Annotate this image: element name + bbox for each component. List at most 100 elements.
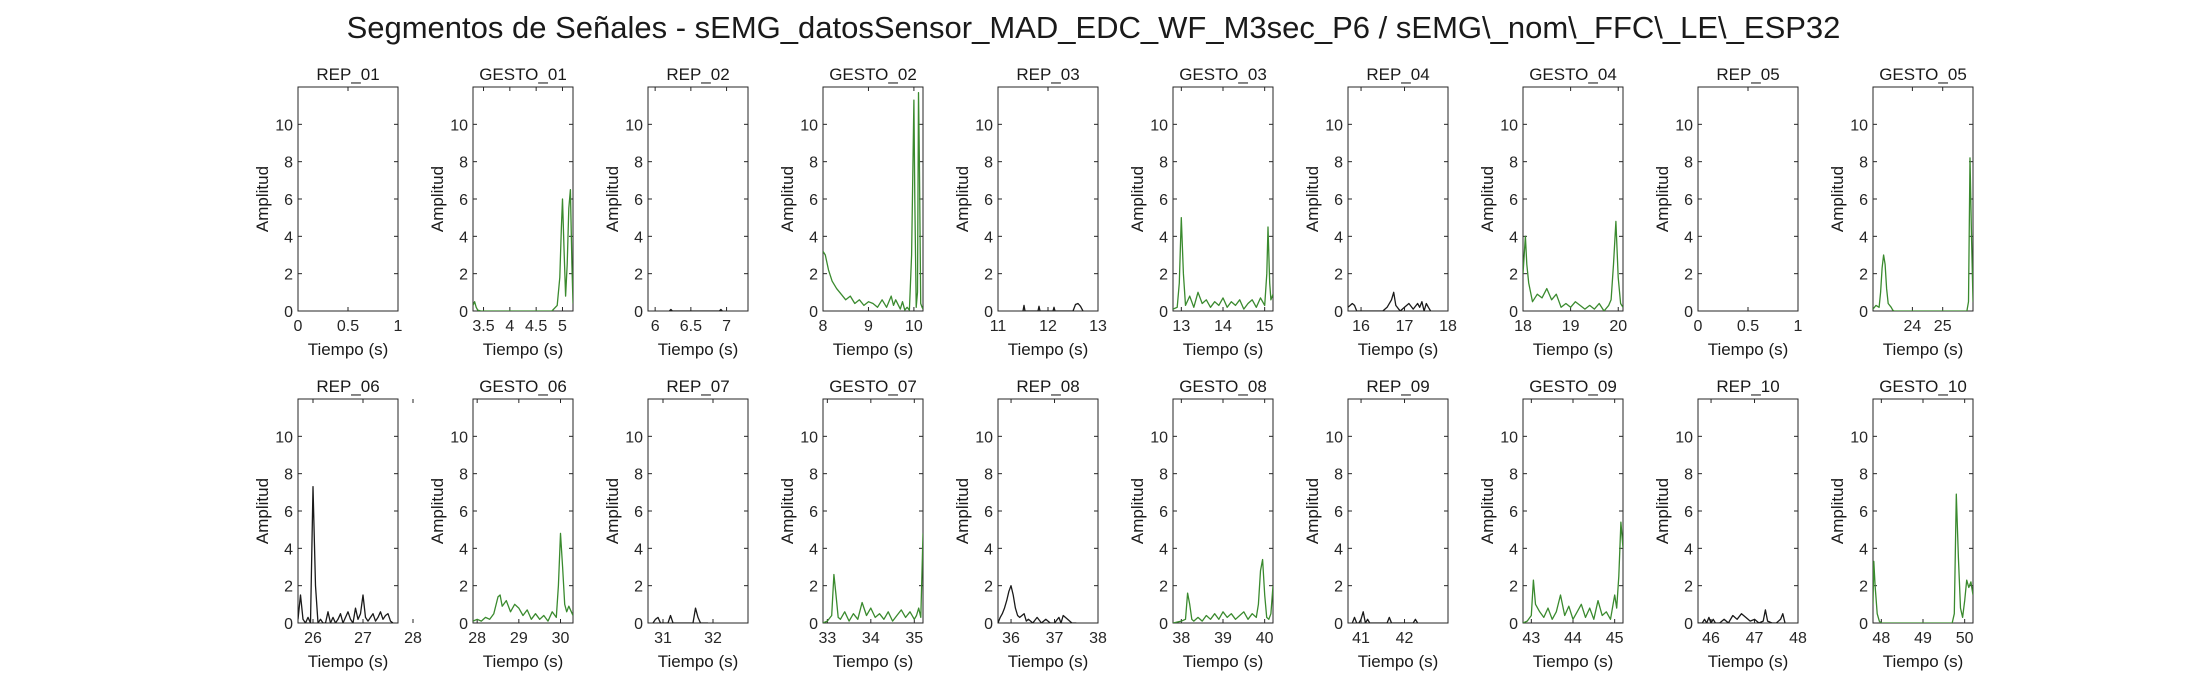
axes-box	[1697, 86, 1799, 312]
x-tick-label: 39	[1214, 630, 1232, 647]
y-tick-label: 6	[1859, 192, 1868, 209]
x-tick-label: 17	[1396, 318, 1414, 335]
y-tick-label: 4	[1684, 541, 1693, 558]
x-tick-label: 28	[468, 630, 486, 647]
x-axis-label: Tiempo (s)	[1708, 652, 1789, 671]
y-tick-label: 2	[809, 579, 818, 596]
x-tick-label: 1	[394, 318, 403, 335]
x-axis-label: Tiempo (s)	[1358, 652, 1439, 671]
y-tick-label: 0	[1159, 304, 1168, 321]
x-tick-label: 12	[1039, 318, 1057, 335]
y-tick-label: 4	[1159, 229, 1168, 246]
x-axis-label: Tiempo (s)	[308, 652, 389, 671]
y-tick-label: 2	[809, 267, 818, 284]
y-tick-label: 2	[634, 579, 643, 596]
y-tick-label: 0	[1859, 616, 1868, 633]
y-tick-label: 2	[1159, 267, 1168, 284]
y-tick-label: 4	[284, 541, 293, 558]
y-tick-label: 8	[1159, 155, 1168, 172]
y-tick-label: 4	[1509, 541, 1518, 558]
x-tick-label: 38	[1172, 630, 1190, 647]
signal-line	[998, 585, 1077, 623]
x-tick-label: 15	[1256, 318, 1274, 335]
signal-line	[1022, 302, 1084, 311]
x-tick-label: 18	[1439, 318, 1457, 335]
y-tick-label: 4	[984, 229, 993, 246]
y-axis-label: Amplitud	[953, 166, 972, 232]
y-tick-label: 4	[459, 541, 468, 558]
y-tick-label: 0	[634, 304, 643, 321]
axes-box	[997, 398, 1099, 624]
y-tick-label: 2	[1509, 579, 1518, 596]
subplot-title: GESTO_08	[1179, 377, 1267, 396]
y-tick-label: 10	[275, 117, 293, 134]
y-tick-label: 4	[284, 229, 293, 246]
subplot-title: REP_05	[1716, 65, 1779, 84]
y-tick-label: 4	[1334, 541, 1343, 558]
signal-line	[1698, 609, 1786, 623]
x-axis-label: Tiempo (s)	[483, 652, 564, 671]
x-tick-label: 47	[1746, 630, 1764, 647]
subplot-rep-06: 0 2 4 6 8 10 26 27 28 REP_06 Tiempo (s) Amplitud	[253, 377, 422, 671]
y-tick-label: 2	[984, 267, 993, 284]
x-axis-label: Tiempo (s)	[1883, 652, 1964, 671]
x-tick-label: 42	[1396, 630, 1414, 647]
subplot-title: GESTO_06	[479, 377, 567, 396]
x-tick-label: 6.5	[680, 318, 702, 335]
subplot-title: GESTO_01	[479, 65, 567, 84]
x-tick-label: 48	[1789, 630, 1807, 647]
y-tick-label: 2	[1334, 579, 1343, 596]
x-tick-label: 10	[905, 318, 923, 335]
x-tick-label: 18	[1514, 318, 1532, 335]
x-tick-label: 38	[1089, 630, 1107, 647]
subplot-title: GESTO_10	[1879, 377, 1967, 396]
x-tick-label: 11	[990, 318, 1007, 335]
subplot-gesto-04: 0 2 4 6 8 10 18 19 20 GESTO_04 Tiempo (s) Amplitud	[1478, 65, 1627, 359]
y-axis-label: Amplitud	[1303, 166, 1322, 232]
x-axis-label: Tiempo (s)	[1008, 652, 1089, 671]
signal-line	[668, 308, 723, 311]
y-tick-label: 0	[284, 304, 293, 321]
x-axis-label: Tiempo (s)	[1708, 340, 1789, 359]
x-tick-label: 16	[1352, 318, 1370, 335]
y-tick-label: 2	[1509, 267, 1518, 284]
x-tick-label: 36	[1002, 630, 1020, 647]
x-axis-label: Tiempo (s)	[1183, 340, 1264, 359]
y-tick-label: 10	[450, 429, 468, 446]
x-tick-label: 3.5	[472, 318, 494, 335]
y-axis-label: Amplitud	[603, 478, 622, 544]
x-tick-label: 48	[1872, 630, 1890, 647]
x-tick-label: 27	[354, 630, 372, 647]
x-tick-label: 50	[1956, 630, 1974, 647]
x-tick-label: 9	[864, 318, 873, 335]
y-tick-label: 0	[1159, 616, 1168, 633]
axes-box	[1347, 86, 1449, 312]
y-tick-label: 2	[459, 267, 468, 284]
y-tick-label: 6	[1334, 192, 1343, 209]
y-tick-label: 2	[284, 267, 293, 284]
y-tick-label: 6	[1509, 192, 1518, 209]
y-tick-label: 8	[459, 155, 468, 172]
x-tick-label: 41	[1352, 630, 1370, 647]
subplot-rep-09: 0 2 4 6 8 10 41 42 REP_09 Tiempo (s) Amplitud	[1303, 377, 1449, 671]
y-tick-label: 8	[1334, 155, 1343, 172]
axes-box	[822, 86, 924, 312]
y-tick-label: 10	[975, 117, 993, 134]
x-axis-label: Tiempo (s)	[1883, 340, 1964, 359]
x-tick-label: 0.5	[1737, 318, 1759, 335]
y-tick-label: 10	[450, 117, 468, 134]
subplot-title: GESTO_05	[1879, 65, 1967, 84]
signal-line	[823, 533, 923, 623]
subplot-title: GESTO_09	[1529, 377, 1617, 396]
x-tick-label: 40	[1256, 630, 1274, 647]
x-tick-label: 28	[404, 630, 422, 647]
subplot-title: GESTO_03	[1179, 65, 1267, 84]
y-tick-label: 6	[634, 504, 643, 521]
x-tick-label: 1	[1794, 318, 1803, 335]
x-tick-label: 49	[1914, 630, 1932, 647]
y-tick-label: 0	[809, 304, 818, 321]
axes-box	[822, 398, 924, 624]
subplot-title: REP_07	[666, 377, 729, 396]
x-tick-label: 0	[294, 318, 303, 335]
